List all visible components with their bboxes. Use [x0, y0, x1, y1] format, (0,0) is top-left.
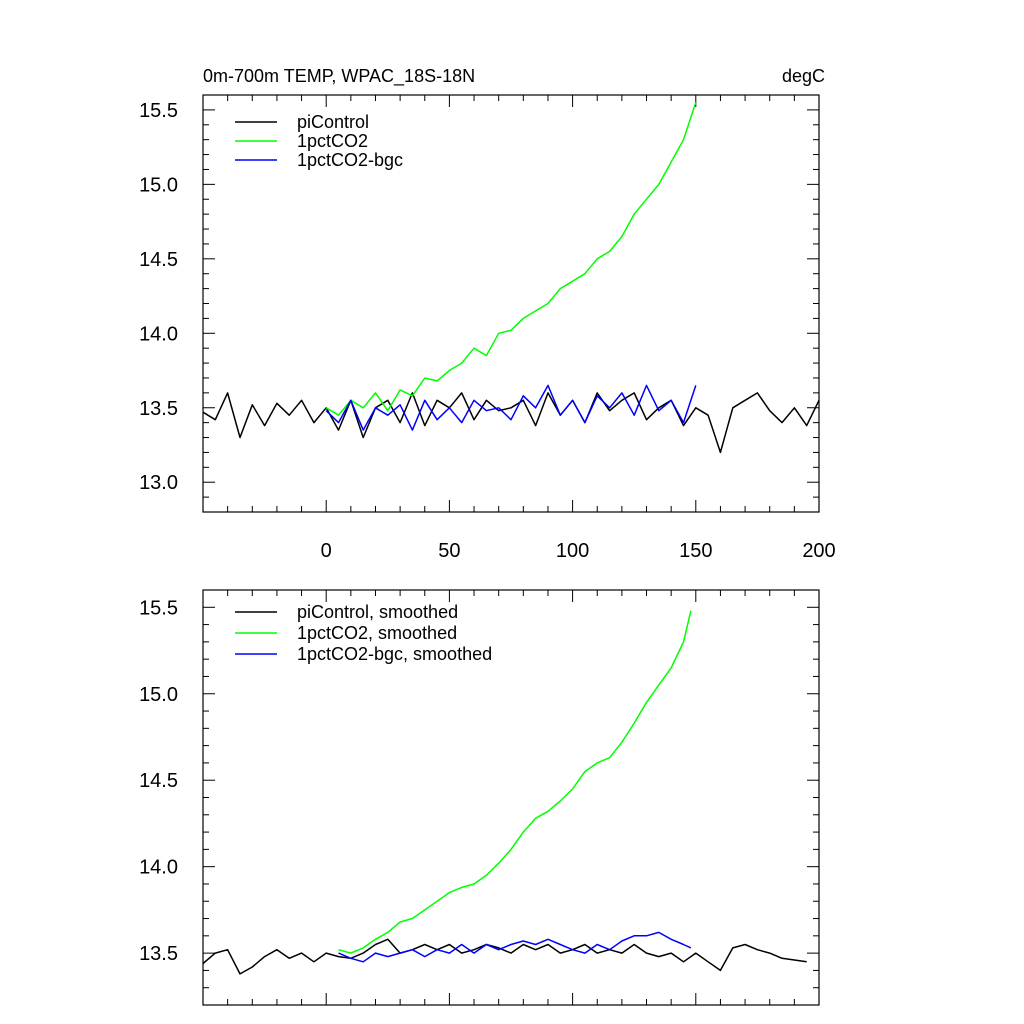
series-line-1pctco2-bgc: [325, 384, 697, 431]
figure-title-left: 0m-700m TEMP, WPAC_18S-18N: [203, 66, 475, 87]
figure-title-right: degC: [782, 66, 825, 86]
legend-label: 1pctCO2: [297, 131, 368, 151]
x-tick-label: 0: [321, 540, 332, 562]
y-tick-label: 14.5: [139, 249, 178, 271]
panel-bottom: 13.514.014.515.015.5 piControl, smoothed1…: [139, 589, 820, 1006]
legend-label: piControl, smoothed: [297, 602, 458, 622]
legend-label: 1pctCO2, smoothed: [297, 623, 457, 643]
series-line-1pctco2-smoothed: [338, 610, 692, 954]
y-tick-label: 13.5: [139, 943, 178, 965]
series-line-1pctco2-bgc-smoothed: [338, 931, 692, 963]
y-tick-label: 15.0: [139, 684, 178, 706]
legend-label: 1pctCO2-bgc: [297, 150, 403, 170]
plot-frame: [202, 94, 820, 513]
legend-label: piControl: [297, 112, 369, 132]
y-tick-label: 14.0: [139, 857, 178, 879]
y-tick-label: 15.5: [139, 100, 178, 122]
series-line-picontrol-smoothed: [202, 938, 807, 975]
x-tick-label: 100: [556, 540, 589, 562]
series-line-picontrol: [202, 392, 820, 454]
series-line-1pctco2: [325, 102, 697, 416]
y-tick-label: 14.0: [139, 323, 178, 345]
legend-label: 1pctCO2-bgc, smoothed: [297, 644, 492, 664]
y-tick-label: 14.5: [139, 770, 178, 792]
y-tick-label: 13.0: [139, 472, 178, 494]
y-tick-label: 15.0: [139, 174, 178, 196]
y-tick-label: 13.5: [139, 398, 178, 420]
panel-top: 13.0 13.5 14.0 14.5 15.0 15.5 0 50 100 150 200 piCo…: [139, 94, 836, 562]
x-tick-label: 150: [679, 540, 712, 562]
x-tick-label: 200: [802, 540, 835, 562]
x-tick-label: 50: [438, 540, 460, 562]
y-tick-label: 15.5: [139, 597, 178, 619]
plot-frame: [202, 589, 820, 1006]
